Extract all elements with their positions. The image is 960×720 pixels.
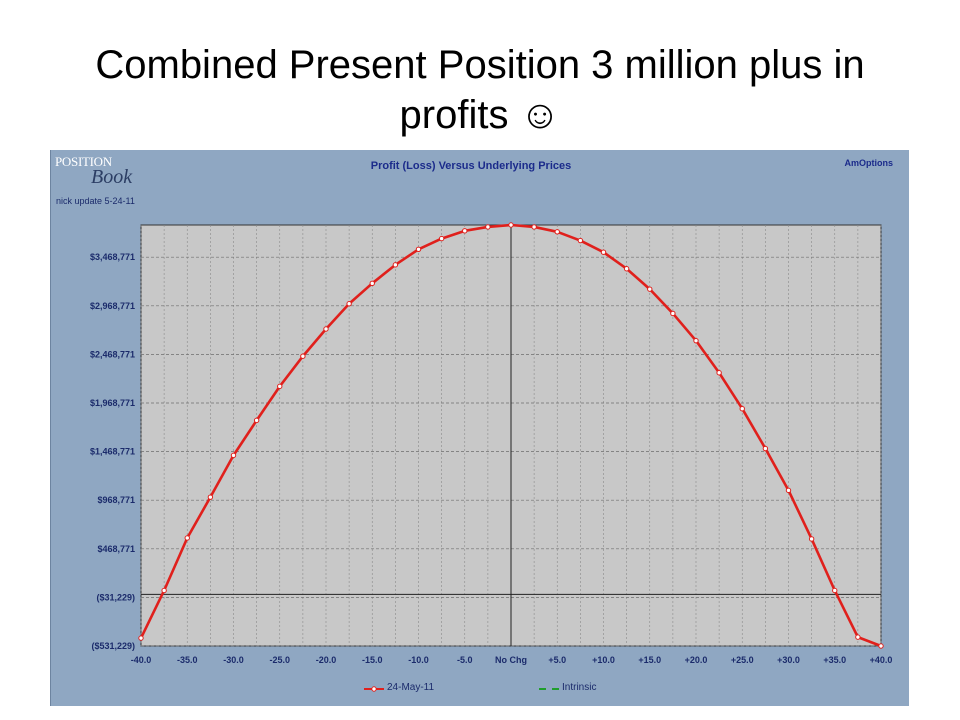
- slide-title-line2: profits ☺: [399, 93, 561, 137]
- y-tick-label: $2,468,771: [90, 349, 135, 359]
- x-tick-label: +20.0: [685, 655, 708, 665]
- data-point: [531, 224, 537, 230]
- data-point: [508, 222, 514, 228]
- logo-text-bottom: Book: [91, 166, 133, 188]
- x-tick-label: +35.0: [823, 655, 846, 665]
- y-tick-label: $3,468,771: [90, 252, 135, 262]
- data-point: [600, 249, 607, 255]
- data-point: [762, 445, 769, 452]
- x-tick-label: +25.0: [731, 655, 754, 665]
- data-point: [438, 235, 445, 242]
- x-tick-label: +10.0: [592, 655, 615, 665]
- x-tick-label: +30.0: [777, 655, 800, 665]
- x-tick-label: -30.0: [223, 655, 244, 665]
- data-point: [739, 406, 745, 412]
- data-point: [554, 229, 560, 235]
- y-tick-label: $2,968,771: [90, 301, 135, 311]
- y-tick-label: $968,771: [97, 495, 135, 505]
- position-book-logo: POSITION Book: [55, 154, 145, 198]
- data-point: [300, 353, 306, 359]
- x-tick-label: -20.0: [316, 655, 337, 665]
- data-point: [323, 326, 329, 332]
- data-point: [855, 634, 861, 640]
- x-tick-label: -10.0: [408, 655, 429, 665]
- data-point: [462, 228, 468, 234]
- data-point: [647, 286, 653, 292]
- x-tick-label: -25.0: [269, 655, 290, 665]
- data-point: [415, 246, 422, 253]
- data-point: [785, 487, 792, 494]
- x-tick-label: +40.0: [870, 655, 893, 665]
- legend-swatch-series1: [364, 686, 384, 692]
- x-tick-label: +5.0: [548, 655, 566, 665]
- legend-label-series1: 24-May-11: [387, 682, 435, 693]
- data-point: [184, 535, 190, 541]
- data-point: [878, 643, 884, 649]
- data-point: [716, 370, 722, 376]
- brand-label: AmOptions: [844, 158, 894, 168]
- data-point: [230, 452, 237, 459]
- data-point: [369, 280, 375, 287]
- data-point: [253, 417, 260, 424]
- x-tick-label: -5.0: [457, 655, 473, 665]
- data-point: [832, 587, 838, 594]
- chart-panel: POSITION Book nick update 5-24-11 Profit…: [50, 150, 909, 706]
- legend-label-series2: Intrinsic: [562, 682, 597, 693]
- data-point: [577, 237, 584, 244]
- profit-loss-chart: ($531,229) ($31,229) $468,771 $968,771 $1,46…: [90, 222, 893, 665]
- data-point: [623, 266, 630, 272]
- legend-swatch-series2: [539, 688, 559, 690]
- data-point: [392, 262, 399, 268]
- x-tick-label: No Chg: [495, 655, 527, 665]
- x-tick-label: -15.0: [362, 655, 383, 665]
- data-point: [485, 224, 491, 230]
- logo-text-top: POSITION: [55, 154, 112, 169]
- y-tick-label: $468,771: [97, 544, 135, 554]
- y-tick-label: ($31,229): [96, 592, 135, 602]
- data-point: [207, 494, 214, 500]
- x-tick-label: -40.0: [131, 655, 152, 665]
- x-tick-label: -35.0: [177, 655, 198, 665]
- chart-title: Profit (Loss) Versus Underlying Prices: [370, 160, 572, 172]
- slide-title: Combined Present Position 3 million plus…: [0, 40, 960, 140]
- slide-title-line1: Combined Present Position 3 million plus…: [95, 43, 865, 87]
- update-note: nick update 5-24-11: [56, 196, 135, 206]
- data-point: [277, 383, 283, 390]
- y-tick-label: $1,468,771: [90, 447, 135, 457]
- data-point: [670, 310, 676, 317]
- x-tick-label: +15.0: [638, 655, 661, 665]
- y-tick-label: $1,968,771: [90, 398, 135, 408]
- data-point: [161, 587, 167, 594]
- data-point: [346, 301, 352, 307]
- y-tick-label: ($531,229): [91, 641, 135, 651]
- data-point: [808, 536, 815, 542]
- data-point: [138, 635, 144, 641]
- data-point: [693, 337, 699, 344]
